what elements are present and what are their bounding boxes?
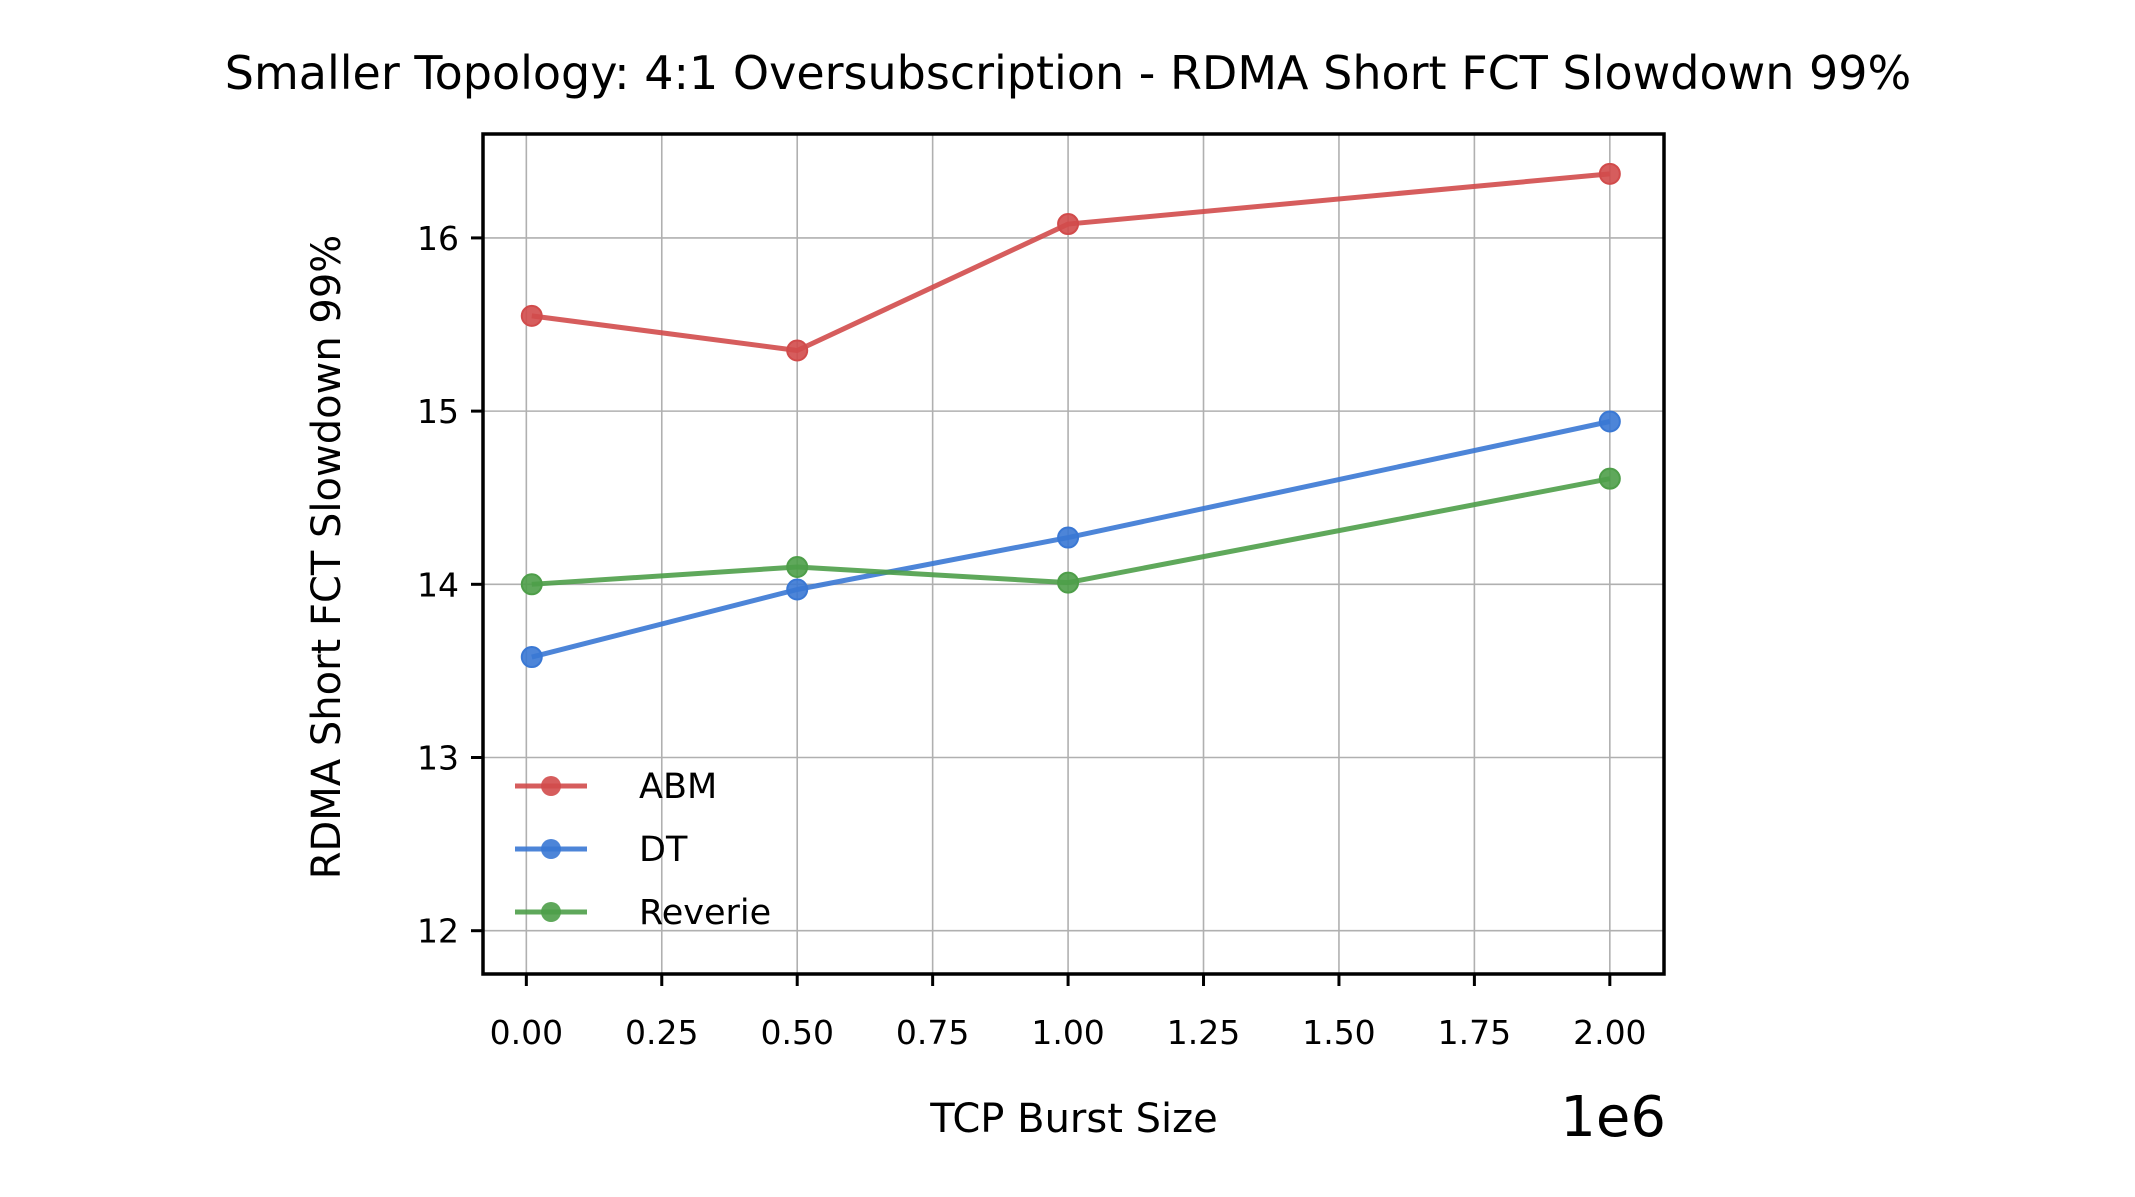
legend-item-dt: DT [515, 830, 688, 870]
legend-marker-reverie [541, 902, 561, 922]
x-tick-label: 1.50 [1302, 1013, 1375, 1052]
chart-title: Smaller Topology: 4:1 Oversubscription -… [225, 46, 1911, 100]
x-tick-label: 0.50 [760, 1013, 833, 1052]
legend-marker-dt [541, 839, 561, 859]
plot-area [520, 162, 1621, 669]
legend-item-abm: ABM [515, 767, 717, 807]
data-point-abm [1057, 213, 1080, 236]
series-abm [520, 162, 1621, 362]
x-axis: 0.00 0.25 0.50 0.75 1.00 1.25 1.50 1.75 2.00 [490, 974, 1647, 1052]
legend-label-abm: ABM [639, 767, 717, 807]
x-tick-label: 0.00 [490, 1013, 563, 1052]
plot-frame [481, 132, 1666, 976]
legend-marker-abm [541, 776, 561, 796]
grid-lines [483, 134, 1664, 974]
data-point-dt [520, 646, 543, 669]
y-axis-label: RDMA Short FCT Slowdown 99% [304, 235, 350, 880]
x-tick-label: 1.00 [1031, 1013, 1104, 1052]
data-point-reverie [520, 573, 543, 596]
data-point-reverie [1057, 571, 1080, 594]
data-point-dt [1598, 410, 1621, 433]
data-point-abm [1598, 162, 1621, 185]
x-axis-offset-label: 1e6 [1560, 1085, 1666, 1150]
data-point-abm [786, 339, 809, 362]
x-tick-label: 1.25 [1167, 1013, 1240, 1052]
data-point-reverie [1598, 467, 1621, 490]
y-tick-label: 13 [417, 739, 459, 778]
legend: ABM DT Reverie [515, 767, 771, 933]
data-point-dt [786, 578, 809, 601]
x-tick-label: 0.25 [625, 1013, 698, 1052]
legend-label-dt: DT [639, 830, 688, 870]
series-line-dt [531, 419, 1611, 660]
x-axis-label: TCP Burst Size [929, 1096, 1217, 1142]
x-tick-label: 2.00 [1573, 1013, 1646, 1052]
series-line-abm [531, 171, 1611, 353]
legend-label-reverie: Reverie [639, 893, 771, 933]
x-tick-label: 1.75 [1438, 1013, 1511, 1052]
y-axis: 12 13 14 15 16 [417, 219, 483, 951]
data-point-reverie [786, 555, 809, 578]
series-dt [520, 410, 1621, 669]
y-tick-label: 15 [417, 392, 459, 431]
series-line-reverie [531, 476, 1611, 587]
legend-item-reverie: Reverie [515, 893, 771, 933]
series-reverie [520, 467, 1621, 596]
data-point-abm [520, 304, 543, 327]
x-tick-label: 0.75 [896, 1013, 969, 1052]
y-tick-label: 14 [417, 565, 459, 604]
data-point-dt [1057, 526, 1080, 549]
y-tick-label: 16 [417, 219, 459, 258]
y-tick-label: 12 [417, 912, 459, 951]
